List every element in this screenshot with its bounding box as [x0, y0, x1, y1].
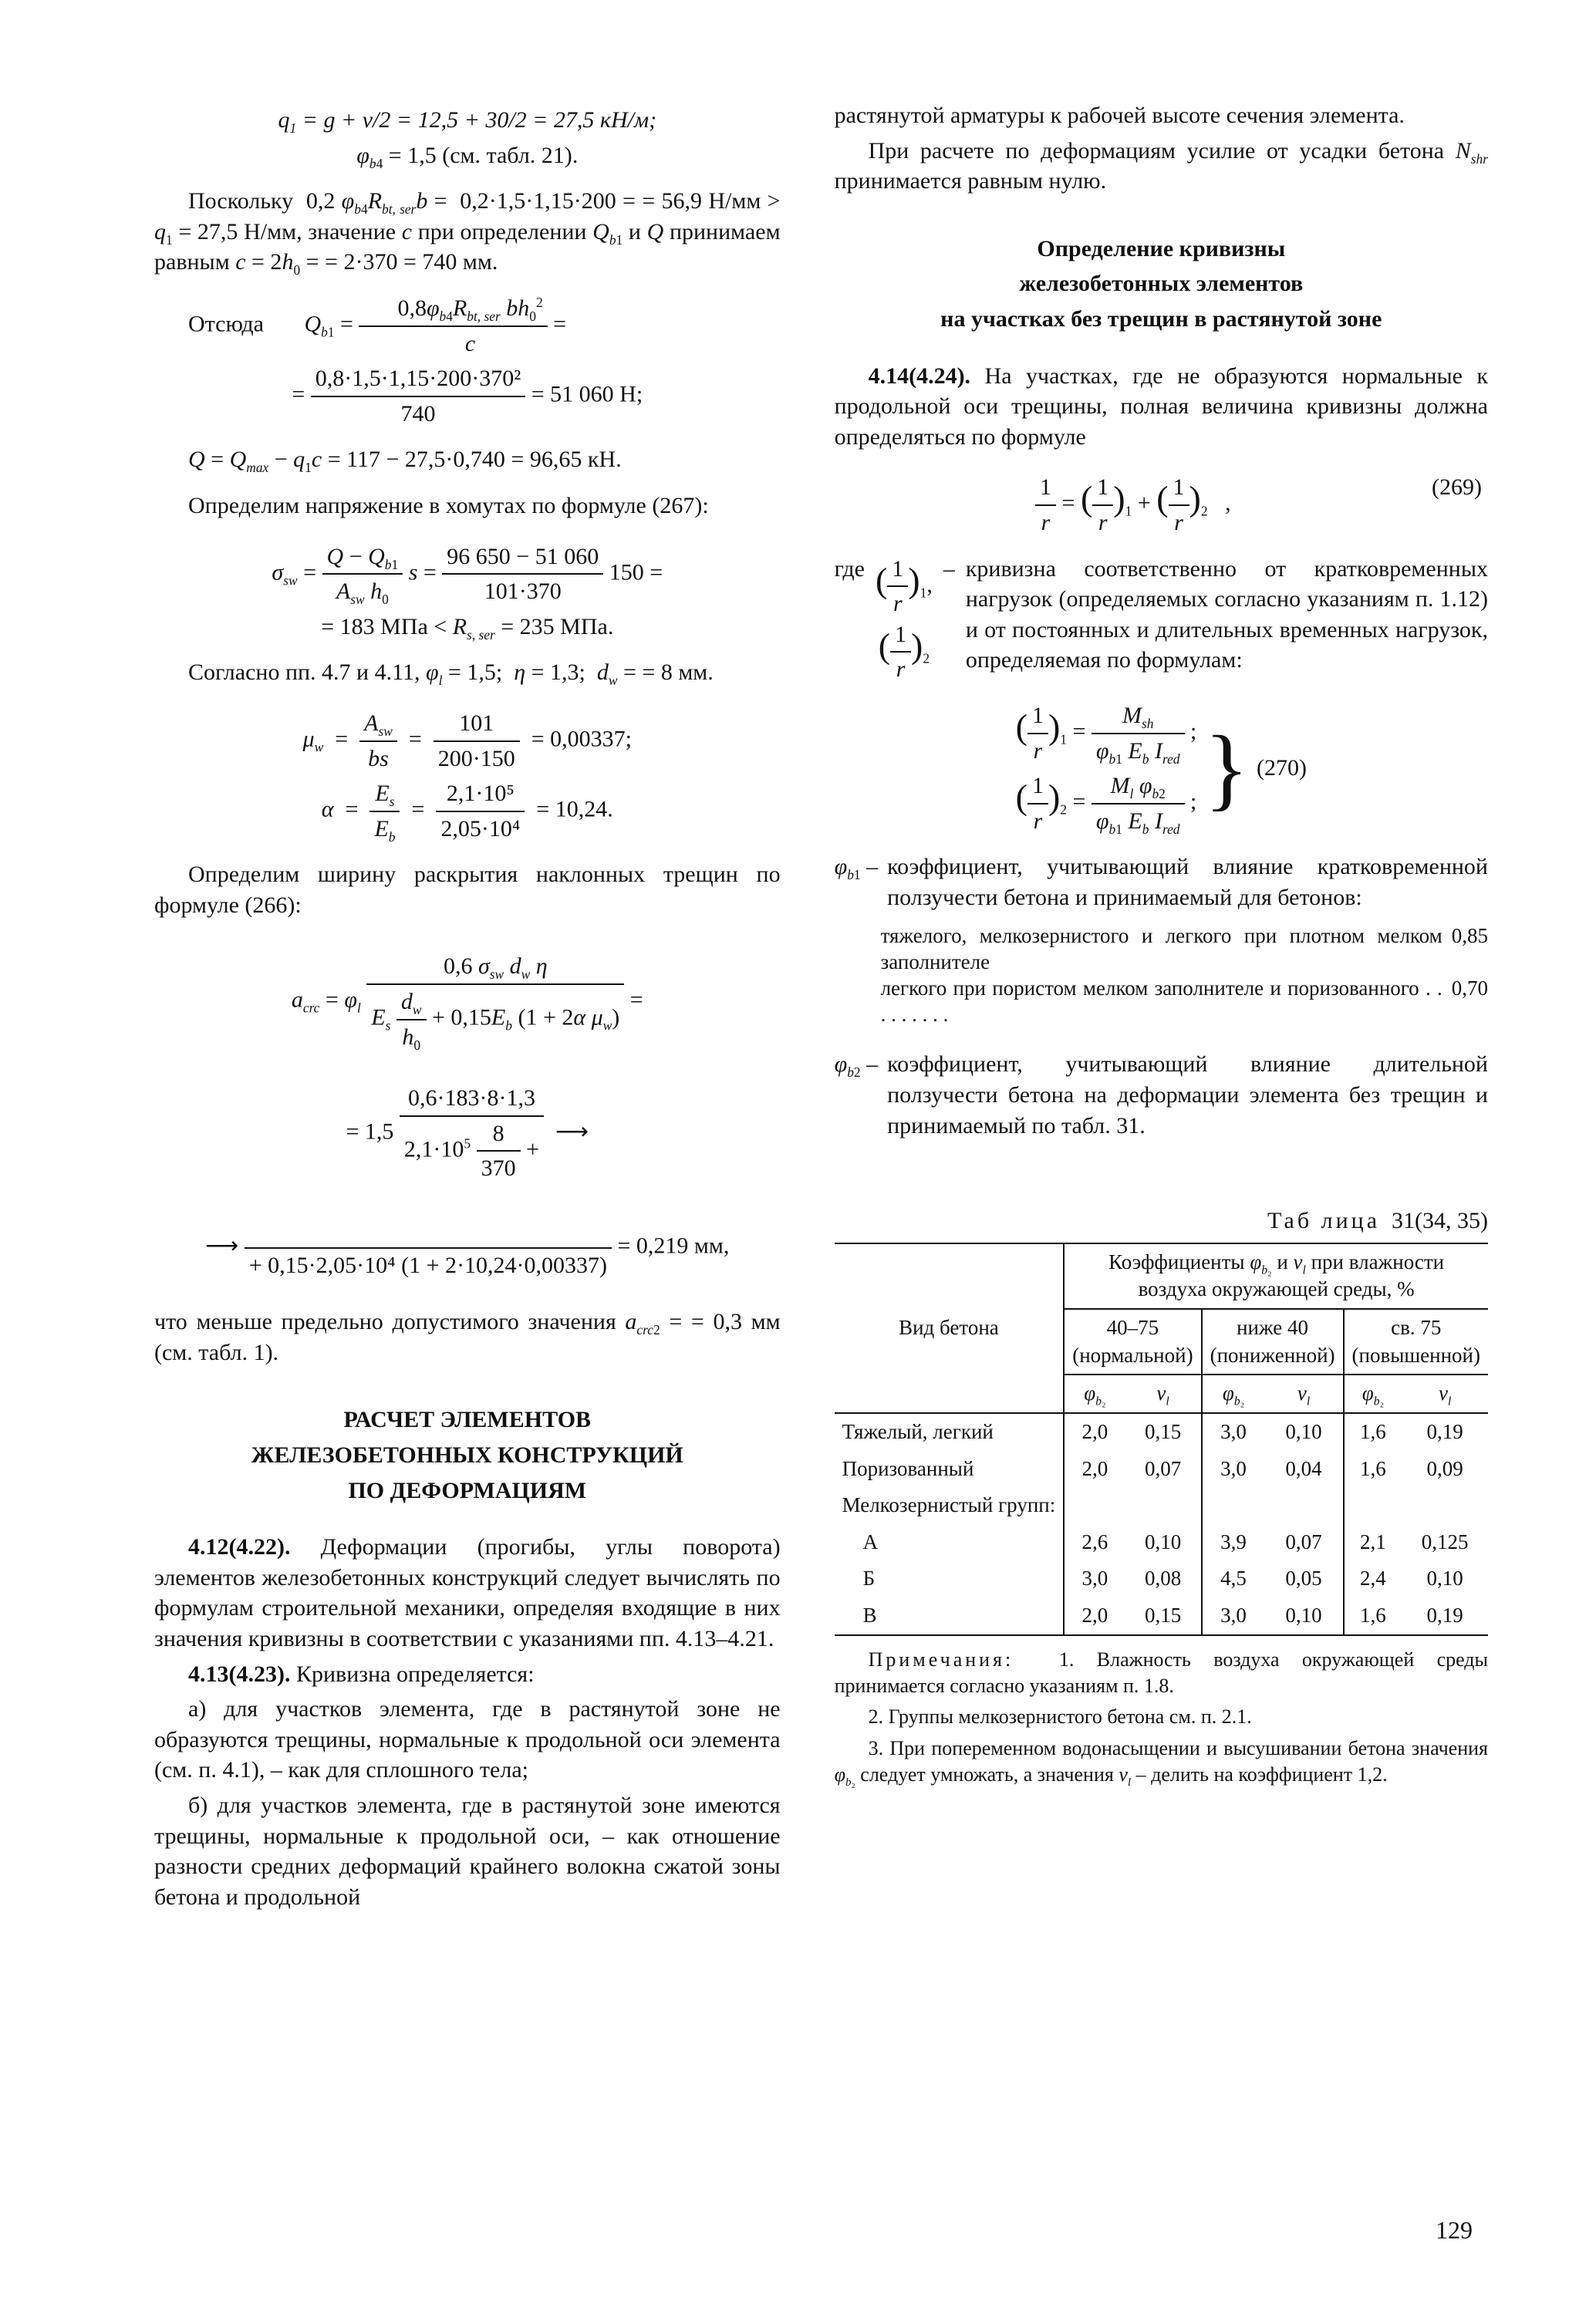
table-title: Таб лица 31(34, 35): [835, 1206, 1488, 1236]
def-269: где (1r)1, (1r)2 – кривизна соответствен…: [835, 554, 1488, 685]
eq-270: (1r)1 = Mshφb1 Eb Ired ; (1r)2 = Ml φb2φ…: [835, 696, 1488, 841]
table-note-2: 2. Группы мелкозернистого бетона см. п. …: [835, 1704, 1488, 1730]
table-note-1: Примечания: 1. Влажность воздуха окружаю…: [835, 1647, 1488, 1700]
concrete-1: тяжелого, мелкозернистого и легкого при …: [835, 923, 1488, 976]
heading-curv-3: на участках без трещин в растянутой зоне: [835, 304, 1488, 335]
concrete-2: легкого при пористом мелком заполнителе …: [835, 976, 1488, 1028]
para-pp47: Согласно пп. 4.7 и 4.11, φl = 1,5; η = 1…: [154, 657, 781, 688]
eq-mu: μw = Aswbs = 101200·150 = 0,00337;: [154, 708, 781, 774]
para-width: Определим ширину раскрытия наклонных тре…: [154, 859, 781, 920]
right-column: растянутой арматуры к рабочей высоте сеч…: [835, 100, 1488, 2221]
th-top: Коэффициенты φb₂ и νl при влажности возд…: [1064, 1243, 1488, 1309]
eq-q1: q1 = g + ν/2 = 12,5 + 30/2 = 27,5 кН/м;: [154, 105, 781, 136]
eq-sigma: σsw = Q − Qb1Asw h0 s = 96 650 − 51 0601…: [154, 541, 781, 607]
def-text: кривизна соответственно от кратковременн…: [966, 554, 1488, 685]
p-cont: растянутой арматуры к рабочей высоте сеч…: [835, 100, 1488, 131]
p-4-14: 4.14(4.24). На участках, где не образуют…: [835, 361, 1488, 453]
p-4-13-a: а) для участков элемента, где в растянут…: [154, 1694, 781, 1786]
eq-acrc-3: ⟶ + 0,15·2,05·10⁴ (1 + 2·10,24·0,00337) …: [154, 1215, 781, 1280]
table-row: Б3,00,084,50,052,40,10: [835, 1560, 1488, 1597]
p-4-13-b: б) для участков элемента, где в растянут…: [154, 1790, 781, 1912]
para-limit: что меньше предельно допустимого значени…: [154, 1307, 781, 1368]
eq-phi-b4: φb4 = 1,5 (см. табл. 21).: [154, 140, 781, 171]
eq-Qb1: Отсюда Qb1 = 0,8φb4Rbt, ser bh02c =: [154, 293, 781, 359]
table-row: А2,60,103,90,072,10,125: [835, 1524, 1488, 1561]
p-nshr: При расчете по деформациям усилие от уса…: [835, 136, 1488, 197]
heading-calc-1: РАСЧЕТ ЭЛЕМЕНТОВ: [154, 1405, 781, 1435]
heading-calc-2: ЖЕЛЕЗОБЕТОННЫХ КОНСТРУКЦИЙ: [154, 1440, 781, 1471]
heading-curv-2: железобетонных элементов: [835, 268, 1488, 299]
table-note-3: 3. При попеременном водонасыщении и высу…: [835, 1736, 1488, 1789]
eq-sigma-res: = 183 МПа < Rs, ser = 235 МПа.: [154, 612, 781, 643]
para-sigma: Определим напряжение в хомутах по формул…: [154, 491, 781, 521]
def-phi-b2: φb2 – коэффициент, учитывающий влияние д…: [835, 1049, 1488, 1141]
heading-calc-3: ПО ДЕФОРМАЦИЯМ: [154, 1476, 781, 1506]
eq-269: 1r = (1r)1 + (1r)2 , (269): [835, 472, 1488, 538]
p-4-13-lead: 4.13(4.23). Кривизна определяется:: [154, 1659, 781, 1690]
table-row: Мелкозернистый групп:: [835, 1487, 1488, 1524]
eq-acrc: acrc = φl 0,6 σsw dw η Es dwh0 + 0,15Eb …: [154, 951, 781, 1052]
page-number: 129: [1436, 2216, 1473, 2245]
table-row: В2,00,153,00,101,60,19: [835, 1597, 1488, 1635]
th-vid: Вид бетона: [835, 1243, 1065, 1413]
table-31: Вид бетона Коэффициенты φb₂ и νl при вла…: [835, 1243, 1488, 1636]
def-phi-b1: φb1 – коэффициент, учитывающий влияние к…: [835, 852, 1488, 912]
eq-alpha: α = EsEb = 2,1·10⁵2,05·10⁴ = 10,24.: [154, 778, 781, 844]
heading-curv-1: Определение кривизны: [835, 234, 1488, 265]
p-4-12: 4.12(4.22). Деформации (прогибы, углы по…: [154, 1532, 781, 1654]
def-where: где: [835, 554, 865, 685]
table-row: Поризованный2,00,073,00,041,60,09: [835, 1451, 1488, 1488]
eq-Qb1-calc: = 0,8·1,5·1,15·200·370²740 = 51 060 Н;: [154, 363, 781, 429]
eq-Q: Q = Qmax − q1c = 117 − 27,5·0,740 = 96,6…: [154, 444, 781, 475]
left-column: q1 = g + ν/2 = 12,5 + 30/2 = 27,5 кН/м; …: [154, 100, 781, 2221]
table-row: Тяжелый, легкий2,00,153,00,101,60,19: [835, 1413, 1488, 1451]
para-since: Поскольку 0,2 φb4Rbt, serb = 0,2·1,5·1,1…: [154, 186, 781, 278]
eq-acrc-2: = 1,5 0,6·183·8·1,3 2,1·105 8370 + ⟶: [154, 1083, 781, 1184]
